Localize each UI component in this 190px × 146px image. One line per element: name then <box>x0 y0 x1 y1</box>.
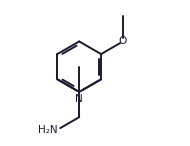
Text: N: N <box>75 94 83 104</box>
Text: H₂N: H₂N <box>38 125 57 135</box>
Text: O: O <box>119 36 127 46</box>
